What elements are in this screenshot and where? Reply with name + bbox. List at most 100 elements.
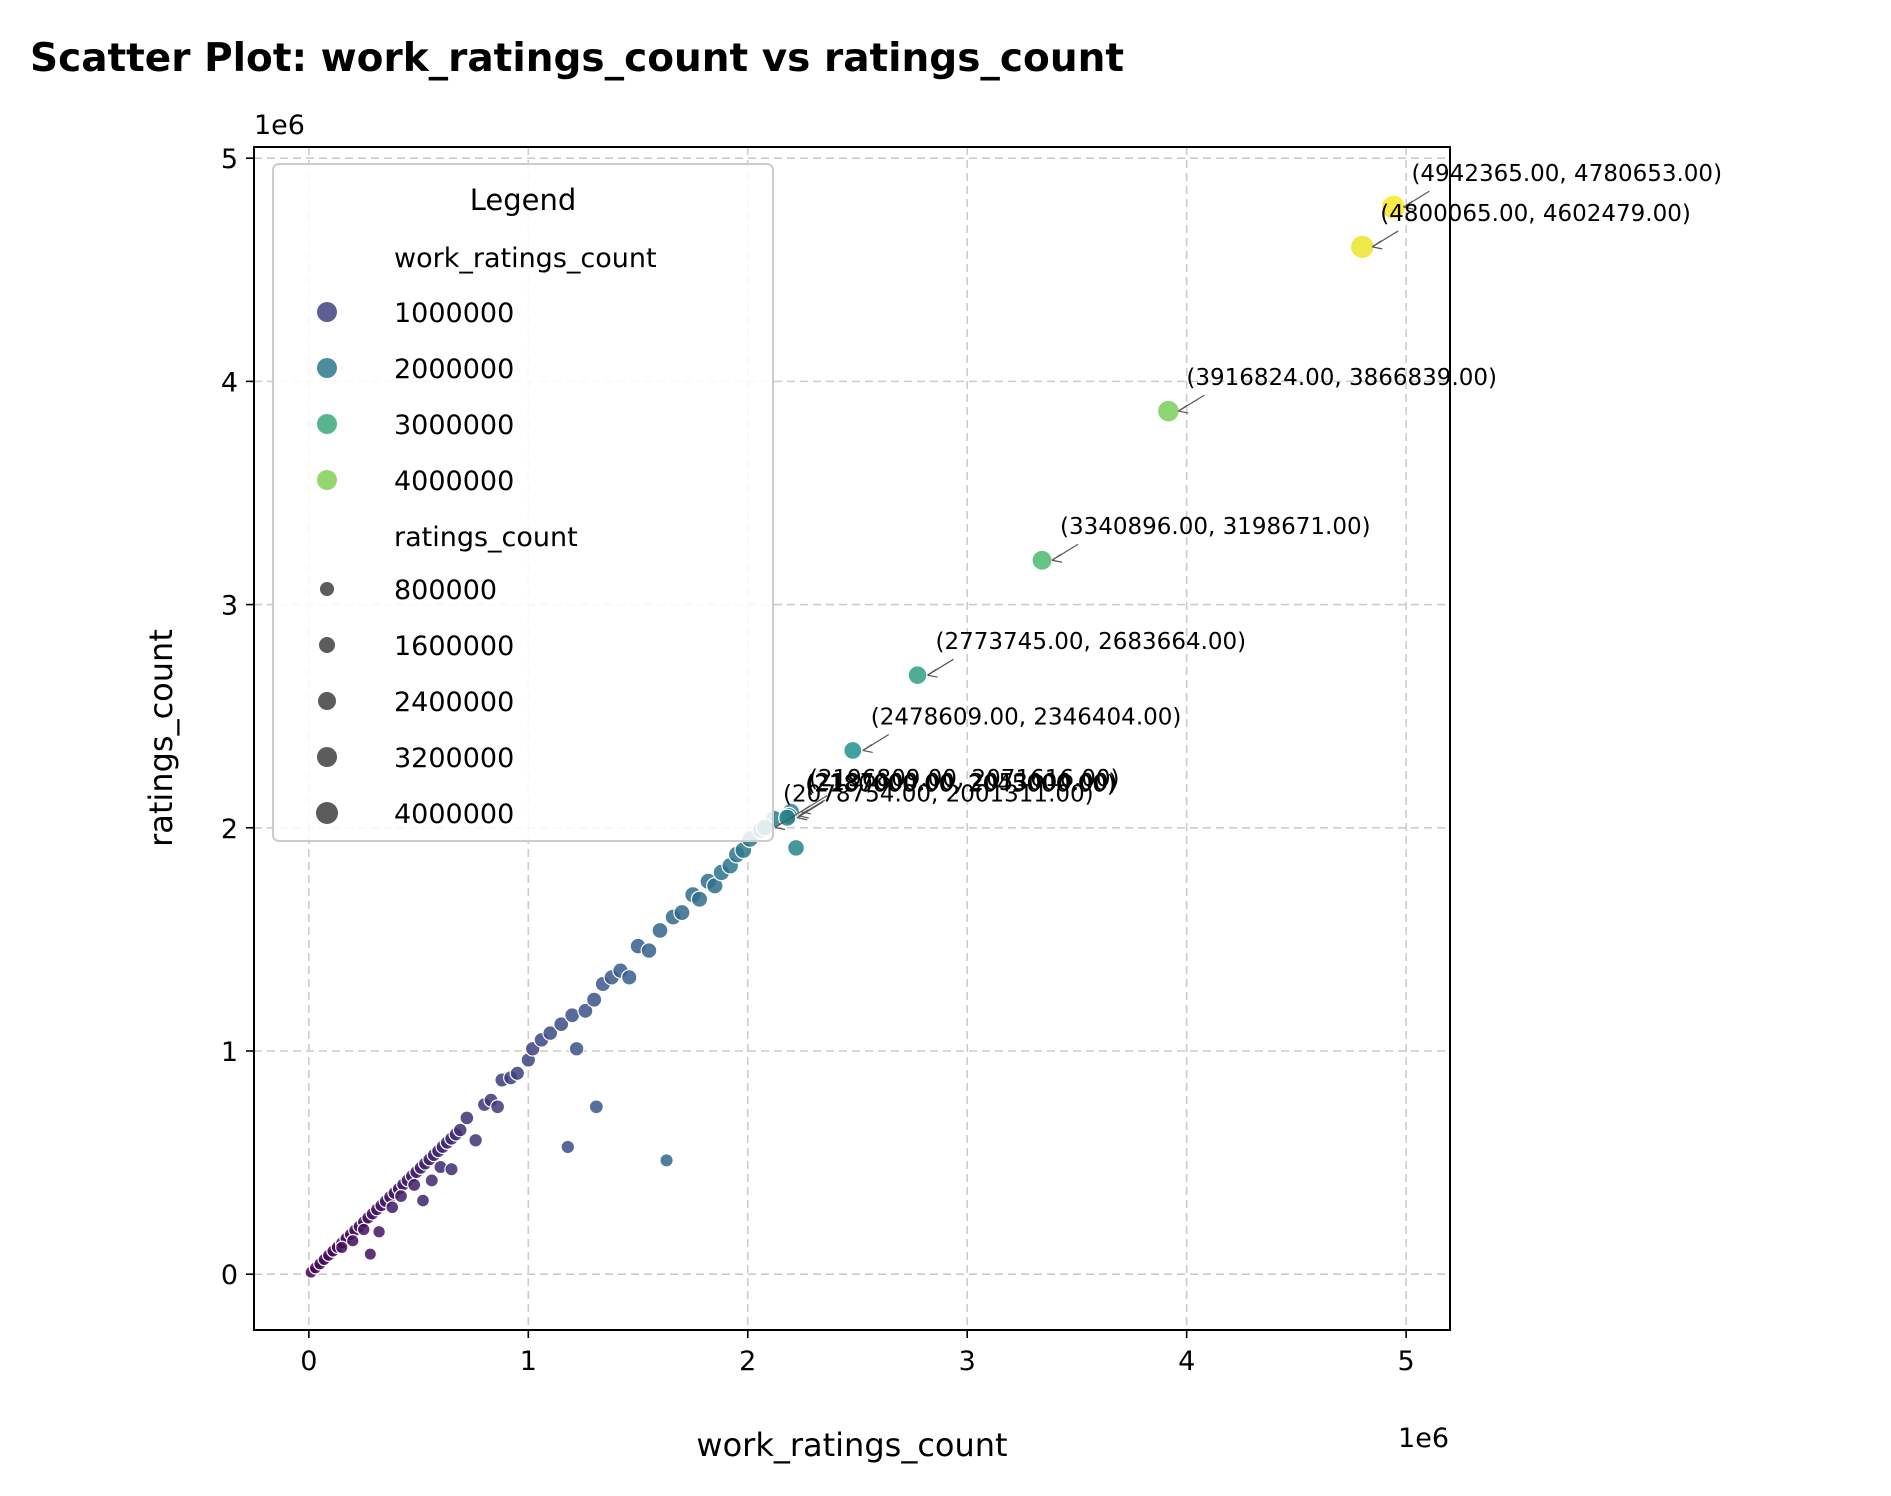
annotation-label: (2196809.00, 2071616.00)	[809, 766, 1120, 792]
annotation-label: (2773745.00, 2683664.00)	[936, 629, 1247, 655]
annotation-label: (3340896.00, 3198671.00)	[1060, 514, 1371, 540]
scatter-point	[372, 1224, 386, 1239]
scatter-point	[452, 1122, 468, 1138]
legend-size-marker	[316, 746, 338, 768]
scatter-point	[690, 890, 709, 908]
x-tick-label: 2	[739, 1346, 756, 1377]
y-tick-label: 1	[221, 1037, 238, 1068]
legend-hue-label: 1000000	[394, 298, 514, 329]
x-axis-label: work_ratings_count	[696, 1426, 1007, 1464]
legend-hue-label: 4000000	[394, 466, 514, 497]
legend-hue-label: 3000000	[394, 410, 514, 441]
plot-area-frame	[253, 146, 1451, 1331]
legend-size-label: 800000	[394, 575, 497, 606]
x-tick-label: 0	[300, 1346, 317, 1377]
x-axis-ticks: 0 1 2 3 4 5	[300, 1330, 1415, 1377]
scatter-point-highlighted	[1349, 234, 1375, 260]
legend-size-title: ratings_count	[394, 522, 578, 553]
scatter-point	[542, 1025, 559, 1042]
scatter-point	[407, 1177, 422, 1193]
legend-size-marker	[319, 581, 335, 597]
scatter-point	[424, 1173, 439, 1188]
annotation-arrowhead	[1178, 404, 1189, 414]
legend-size-label: 4000000	[394, 799, 514, 830]
scatter-point	[659, 1153, 674, 1168]
annotation-arrowhead	[862, 743, 873, 754]
y-tick-label: 5	[221, 144, 238, 175]
x-tick-label: 3	[959, 1346, 976, 1377]
scatter-point-highlighted	[907, 665, 928, 686]
scatter-point	[588, 1099, 604, 1115]
annotation-arrowhead	[1371, 240, 1383, 250]
x-tick-label: 5	[1398, 1346, 1415, 1377]
legend-size-entries: 800000 1600000 2400000 3200000 4000000	[315, 575, 514, 830]
annotation-label: (3916824.00, 3866839.00)	[1186, 365, 1497, 391]
scatter-point	[385, 1200, 400, 1215]
annotation-label: (2078754.00, 2001311.00)	[783, 781, 1094, 807]
scatter-point	[640, 942, 658, 959]
legend-size-marker	[317, 691, 337, 711]
legend-hue-marker	[317, 358, 337, 378]
scatter-points	[304, 194, 1407, 1279]
annotation-label: (2180000.00, 2045000.00)	[805, 772, 1116, 798]
scatter-point-highlighted	[1031, 549, 1053, 571]
annotation-arrowhead	[774, 820, 786, 831]
annotation-arrowhead	[927, 668, 938, 678]
scatter-point	[586, 991, 603, 1008]
scatter-point	[651, 921, 669, 939]
y-tick-label: 3	[221, 591, 238, 622]
scatter-point	[459, 1110, 475, 1126]
x-axis-offset-label: 1e6	[1398, 1423, 1449, 1454]
annotation-arrowhead	[1051, 553, 1063, 563]
legend-size-marker	[315, 801, 339, 825]
annotation-label: (4942365.00, 4780653.00)	[1411, 161, 1722, 187]
legend-size-label: 1600000	[394, 631, 514, 662]
scatter-point-highlighted	[843, 740, 863, 761]
legend-hue-entries: 1000000 2000000 3000000 4000000	[317, 298, 514, 497]
legend-hue-label: 2000000	[394, 354, 514, 385]
scatter-point	[356, 1222, 371, 1237]
x-tick-label: 1	[520, 1346, 537, 1377]
chart-title: Scatter Plot: work_ratings_count vs rati…	[30, 36, 1124, 81]
scatter-point	[568, 1040, 585, 1057]
legend-hue-marker	[317, 470, 337, 490]
scatter-point	[673, 903, 691, 922]
scatter-point	[560, 1139, 576, 1155]
annotation-label: (4800065.00, 4602479.00)	[1380, 201, 1691, 227]
legend: Legend work_ratings_count 1000000 2000000…	[272, 163, 774, 842]
legend-size-label: 2400000	[394, 687, 514, 718]
scatter-point	[415, 1193, 430, 1208]
annotation-label: (2187000.00, 2053000.00)	[807, 770, 1118, 796]
annotation-arrowhead	[796, 811, 808, 821]
scatter-point	[787, 838, 806, 857]
scatter-point	[444, 1162, 459, 1177]
y-axis-offset-label: 1e6	[254, 110, 305, 141]
scatter-point-highlighted	[1156, 399, 1180, 423]
y-tick-label: 0	[221, 1260, 238, 1291]
x-tick-label: 4	[1178, 1346, 1195, 1377]
scatter-point	[393, 1189, 409, 1204]
y-tick-label: 4	[221, 367, 238, 398]
y-axis-label: ratings_count	[142, 629, 180, 847]
scatter-point	[335, 1240, 349, 1255]
y-axis-ticks: 0 1 2 3 4 5	[221, 144, 254, 1291]
legend-box	[272, 163, 774, 842]
legend-title: Legend	[470, 183, 577, 217]
scatter-point	[509, 1065, 526, 1082]
scatter-point	[363, 1247, 378, 1261]
legend-hue-marker	[317, 302, 337, 322]
scatter-point	[553, 1016, 570, 1033]
annotation-arrowhead	[1403, 200, 1414, 210]
scatter-point	[468, 1132, 483, 1148]
legend-size-marker	[318, 636, 336, 654]
scatter-point	[490, 1099, 506, 1115]
scatter-point	[577, 1002, 594, 1019]
legend-size-label: 3200000	[394, 743, 514, 774]
scatter-point	[620, 969, 638, 986]
y-tick-label: 2	[221, 814, 238, 845]
annotation-label: (2478609.00, 2346404.00)	[871, 704, 1182, 730]
annotations: (4942365.00, 4780653.00) (4800065.00, 460…	[774, 161, 1722, 831]
legend-hue-marker	[317, 414, 337, 434]
